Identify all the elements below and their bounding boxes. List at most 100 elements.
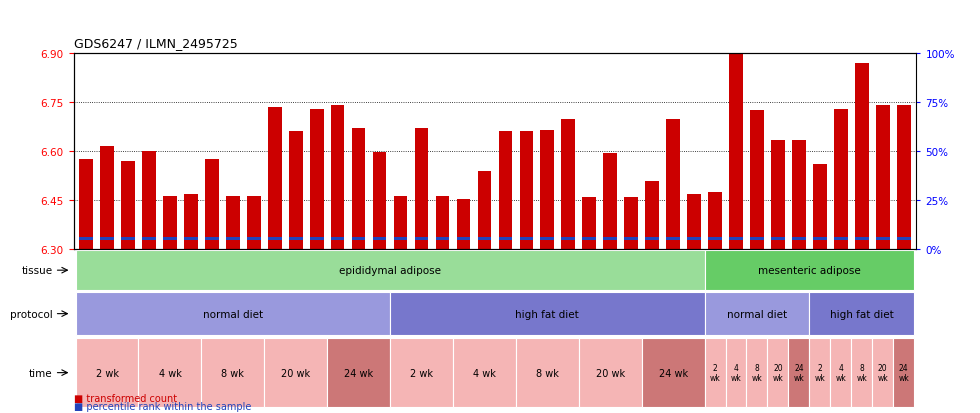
Bar <box>876 106 890 250</box>
Text: 8
wk: 8 wk <box>752 363 762 382</box>
Bar <box>327 338 390 407</box>
Bar <box>499 131 513 250</box>
Bar <box>747 338 767 407</box>
Bar <box>582 237 596 241</box>
Bar <box>394 197 408 250</box>
Bar <box>372 237 386 241</box>
Bar <box>372 153 386 250</box>
Bar <box>184 195 198 250</box>
Bar <box>687 195 701 250</box>
Text: 2 wk: 2 wk <box>95 368 119 378</box>
Bar <box>184 237 198 241</box>
Text: ■ percentile rank within the sample: ■ percentile rank within the sample <box>74 401 251 411</box>
Text: 24 wk: 24 wk <box>659 368 688 378</box>
Bar <box>789 338 809 407</box>
Bar <box>415 129 428 250</box>
Bar <box>163 197 176 250</box>
Bar <box>201 338 265 407</box>
Bar <box>792 237 806 241</box>
Bar <box>809 292 914 336</box>
Bar <box>394 237 408 241</box>
Bar <box>750 111 763 250</box>
Bar <box>226 197 240 250</box>
Bar <box>79 160 93 250</box>
Bar <box>897 237 910 241</box>
Bar <box>519 237 533 241</box>
Bar <box>226 237 240 241</box>
Bar <box>457 237 470 241</box>
Bar <box>729 54 743 250</box>
Text: GDS6247 / ILMN_2495725: GDS6247 / ILMN_2495725 <box>74 37 237 50</box>
Bar <box>809 338 830 407</box>
Bar <box>834 237 848 241</box>
Bar <box>813 237 827 241</box>
Bar <box>122 237 135 241</box>
Bar <box>436 197 449 250</box>
Text: tissue: tissue <box>22 266 53 275</box>
Bar <box>771 237 785 241</box>
Bar <box>205 160 219 250</box>
Bar <box>289 131 303 250</box>
Bar <box>453 338 515 407</box>
Bar <box>331 106 345 250</box>
Bar <box>75 338 138 407</box>
Bar <box>705 251 914 290</box>
Text: 8
wk: 8 wk <box>857 363 867 382</box>
Bar <box>767 338 789 407</box>
Text: 2
wk: 2 wk <box>814 363 825 382</box>
Bar <box>666 237 680 241</box>
Text: normal diet: normal diet <box>727 309 787 319</box>
Bar <box>138 338 201 407</box>
Text: 20 wk: 20 wk <box>596 368 625 378</box>
Text: 4
wk: 4 wk <box>836 363 846 382</box>
Bar <box>897 106 910 250</box>
Bar <box>457 200 470 250</box>
Bar <box>579 338 642 407</box>
Text: mesenteric adipose: mesenteric adipose <box>758 266 860 275</box>
Bar <box>289 237 303 241</box>
Bar <box>893 338 914 407</box>
Bar <box>100 237 114 241</box>
Bar <box>771 140 785 250</box>
Text: normal diet: normal diet <box>203 309 263 319</box>
Bar <box>604 153 617 250</box>
Bar <box>247 237 261 241</box>
Bar <box>562 237 575 241</box>
Bar <box>813 165 827 250</box>
Text: 20
wk: 20 wk <box>877 363 888 382</box>
Bar <box>477 171 491 250</box>
Bar <box>265 338 327 407</box>
Bar <box>642 338 705 407</box>
Bar <box>666 120 680 250</box>
Bar <box>79 237 93 241</box>
Bar <box>709 237 722 241</box>
Text: 20
wk: 20 wk <box>772 363 783 382</box>
Text: ■ transformed count: ■ transformed count <box>74 393 176 403</box>
Bar <box>709 193 722 250</box>
Bar <box>725 338 747 407</box>
Text: 4 wk: 4 wk <box>159 368 181 378</box>
Bar <box>331 237 345 241</box>
Bar <box>792 140 806 250</box>
Bar <box>541 131 554 250</box>
Text: 24
wk: 24 wk <box>899 363 909 382</box>
Bar <box>645 182 659 250</box>
Bar <box>830 338 852 407</box>
Bar <box>687 237 701 241</box>
Bar <box>519 132 533 250</box>
Bar <box>852 338 872 407</box>
Bar <box>142 152 156 250</box>
Text: 8 wk: 8 wk <box>221 368 244 378</box>
Bar <box>436 237 449 241</box>
Bar <box>268 237 281 241</box>
Bar <box>624 237 638 241</box>
Bar <box>541 237 554 241</box>
Bar <box>705 338 725 407</box>
Bar <box>247 197 261 250</box>
Bar <box>163 237 176 241</box>
Bar <box>562 119 575 250</box>
Bar <box>499 237 513 241</box>
Bar <box>582 198 596 250</box>
Bar <box>352 129 366 250</box>
Text: 4
wk: 4 wk <box>731 363 742 382</box>
